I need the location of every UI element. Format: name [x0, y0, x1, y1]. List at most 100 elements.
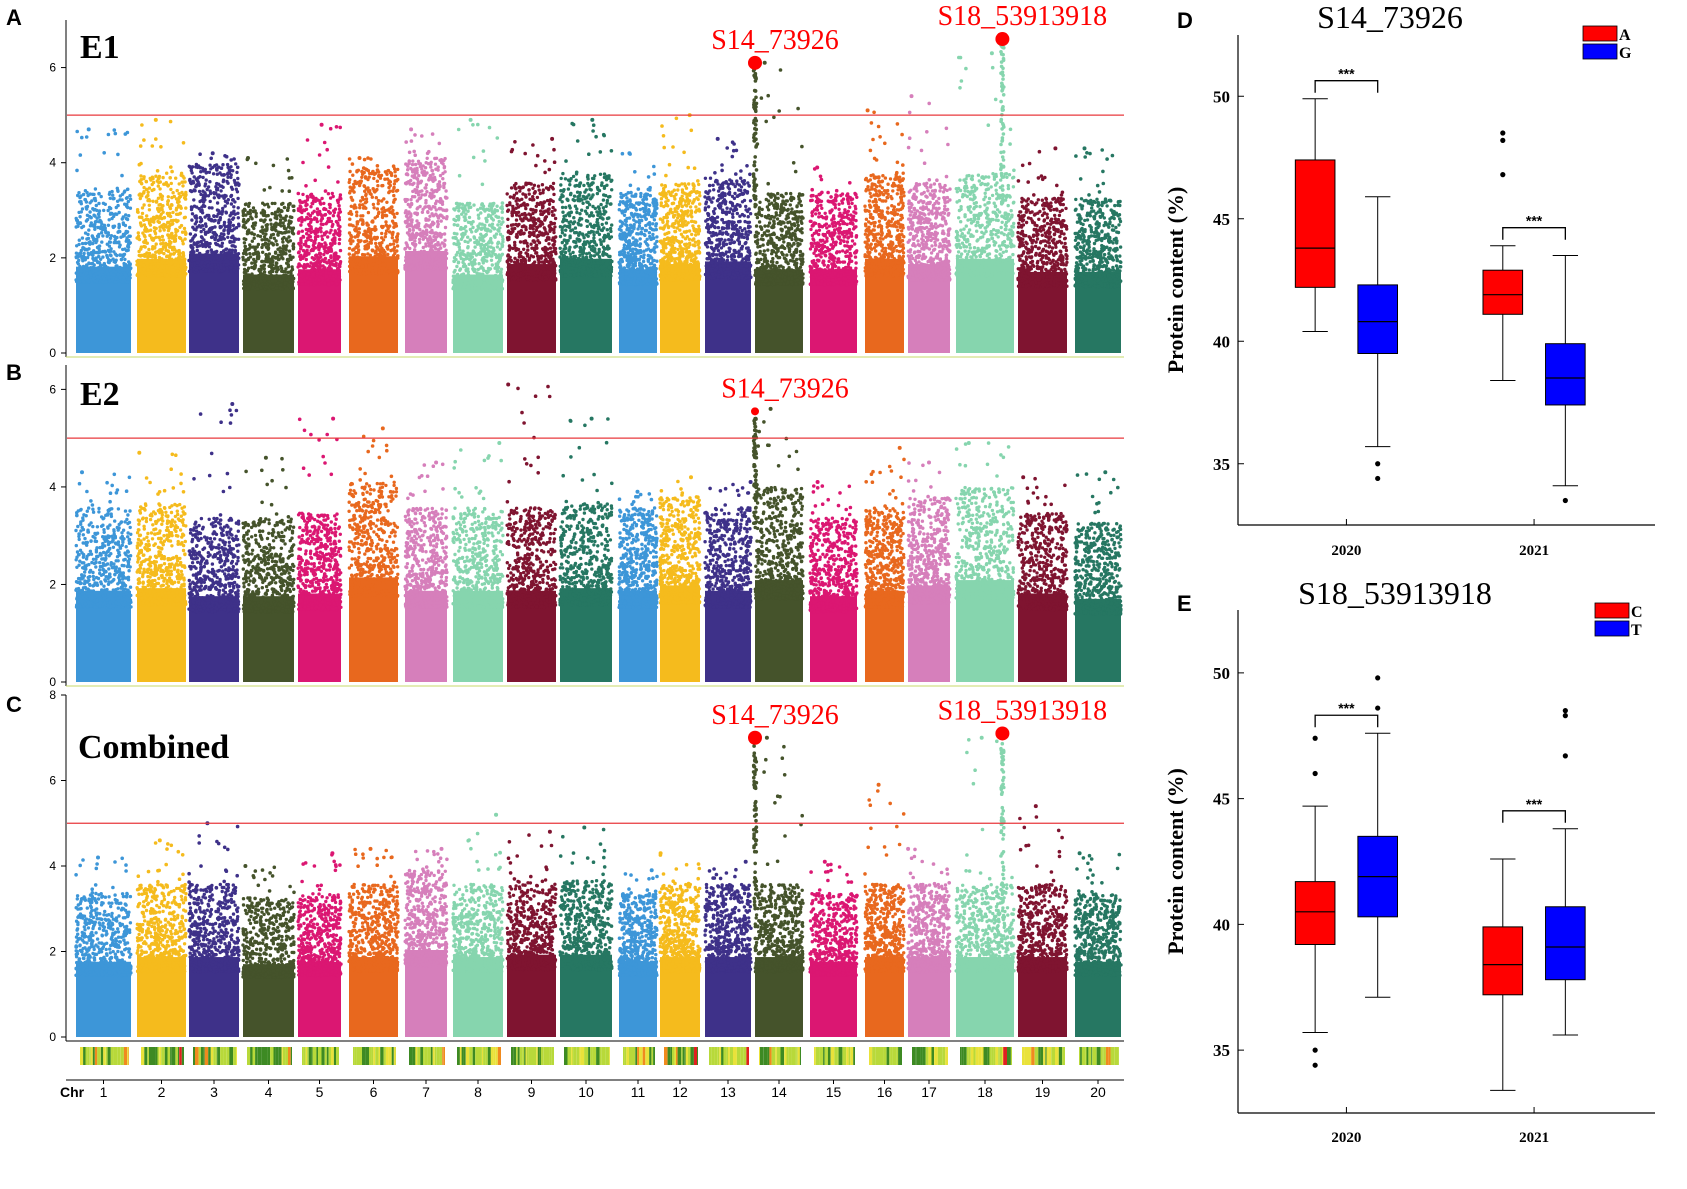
- snp-point: [126, 206, 129, 209]
- snp-point: [148, 252, 151, 255]
- snp-point: [184, 230, 187, 233]
- snp-point: [153, 271, 156, 274]
- snp-point: [159, 145, 163, 149]
- snp-point: [348, 247, 351, 250]
- snp-point: [145, 214, 148, 217]
- snp-point: [126, 280, 129, 283]
- snp-point: [181, 184, 184, 187]
- snp-point: [147, 229, 150, 232]
- snp-point: [353, 180, 356, 183]
- snp-point: [220, 225, 223, 228]
- snp-point: [322, 253, 325, 256]
- snp-point: [91, 224, 94, 227]
- snp-point: [154, 137, 158, 141]
- snp-point: [221, 242, 224, 245]
- snp-point: [162, 223, 165, 226]
- snp-point: [156, 265, 159, 268]
- snp-point: [170, 196, 173, 199]
- snp-point-max: [246, 156, 250, 160]
- snp-point: [177, 192, 180, 195]
- snp-point: [113, 235, 116, 238]
- snp-point: [254, 246, 257, 249]
- snp-point: [147, 268, 150, 271]
- snp-point: [170, 170, 174, 174]
- snp-point: [328, 211, 331, 214]
- snp-point: [121, 217, 124, 220]
- snp-point: [97, 276, 100, 279]
- snp-point: [91, 262, 94, 265]
- snp-point: [161, 204, 164, 207]
- snp-point: [78, 239, 81, 242]
- snp-point: [200, 230, 203, 233]
- snp-point: [237, 216, 240, 219]
- snp-point: [192, 235, 195, 238]
- snp-point: [184, 266, 187, 269]
- snp-point: [237, 206, 240, 209]
- snp-point: [94, 241, 97, 244]
- snp-point: [208, 171, 211, 174]
- snp-point: [278, 213, 281, 216]
- snp-point: [348, 170, 351, 173]
- snp-point: [335, 220, 338, 223]
- snp-point: [381, 211, 384, 214]
- snp-point: [128, 226, 131, 229]
- snp-point: [151, 183, 154, 186]
- snp-point: [121, 248, 124, 251]
- snp-point: [298, 269, 301, 272]
- snp-point: [175, 213, 178, 216]
- snp-point: [285, 244, 288, 247]
- snp-point: [206, 261, 209, 264]
- snp-point: [247, 273, 250, 276]
- snp-point: [267, 214, 270, 217]
- snp-point: [287, 284, 290, 287]
- snp-point: [290, 216, 293, 219]
- snp-point: [292, 209, 295, 212]
- snp-point: [200, 235, 203, 238]
- snp-point: [231, 249, 234, 252]
- snp-point: [144, 241, 147, 244]
- snp-point: [286, 208, 290, 212]
- snp-point: [331, 223, 334, 226]
- snp-point: [333, 259, 336, 262]
- snp-point: [236, 212, 239, 215]
- snp-point: [169, 165, 173, 169]
- snp-point: [306, 272, 309, 275]
- snp-point: [214, 260, 217, 263]
- snp-point: [137, 271, 140, 274]
- snp-point: [284, 252, 287, 255]
- snp-point: [108, 280, 111, 283]
- snp-point: [184, 206, 187, 209]
- snp-point: [151, 253, 154, 256]
- snp-point: [302, 266, 305, 269]
- snp-point: [137, 231, 140, 234]
- snp-point: [119, 254, 122, 257]
- snp-point: [268, 260, 271, 263]
- snp-point: [156, 179, 159, 182]
- snp-point: [224, 204, 227, 207]
- snp-point: [102, 151, 106, 155]
- snp-point: [169, 271, 172, 274]
- snp-point: [192, 198, 195, 201]
- snp-point: [128, 273, 131, 276]
- snp-point: [209, 200, 212, 203]
- snp-point: [201, 256, 204, 259]
- snp-point: [291, 205, 294, 208]
- snp-point: [149, 266, 152, 269]
- snp-point: [246, 287, 249, 290]
- snp-point: [120, 198, 123, 201]
- snp-point: [247, 218, 250, 221]
- snp-point: [212, 214, 215, 217]
- snp-point: [126, 131, 130, 135]
- snp-point: [126, 218, 129, 221]
- snp-point: [210, 256, 213, 259]
- snp-point: [175, 208, 178, 211]
- snp-point: [200, 265, 203, 268]
- snp-point: [244, 226, 247, 229]
- snp-point: [334, 264, 337, 267]
- snp-point: [231, 218, 234, 221]
- snp-point: [171, 211, 174, 214]
- snp-point: [299, 223, 302, 226]
- snp-point: [367, 227, 370, 230]
- snp-point: [220, 185, 223, 188]
- snp-point: [232, 269, 235, 272]
